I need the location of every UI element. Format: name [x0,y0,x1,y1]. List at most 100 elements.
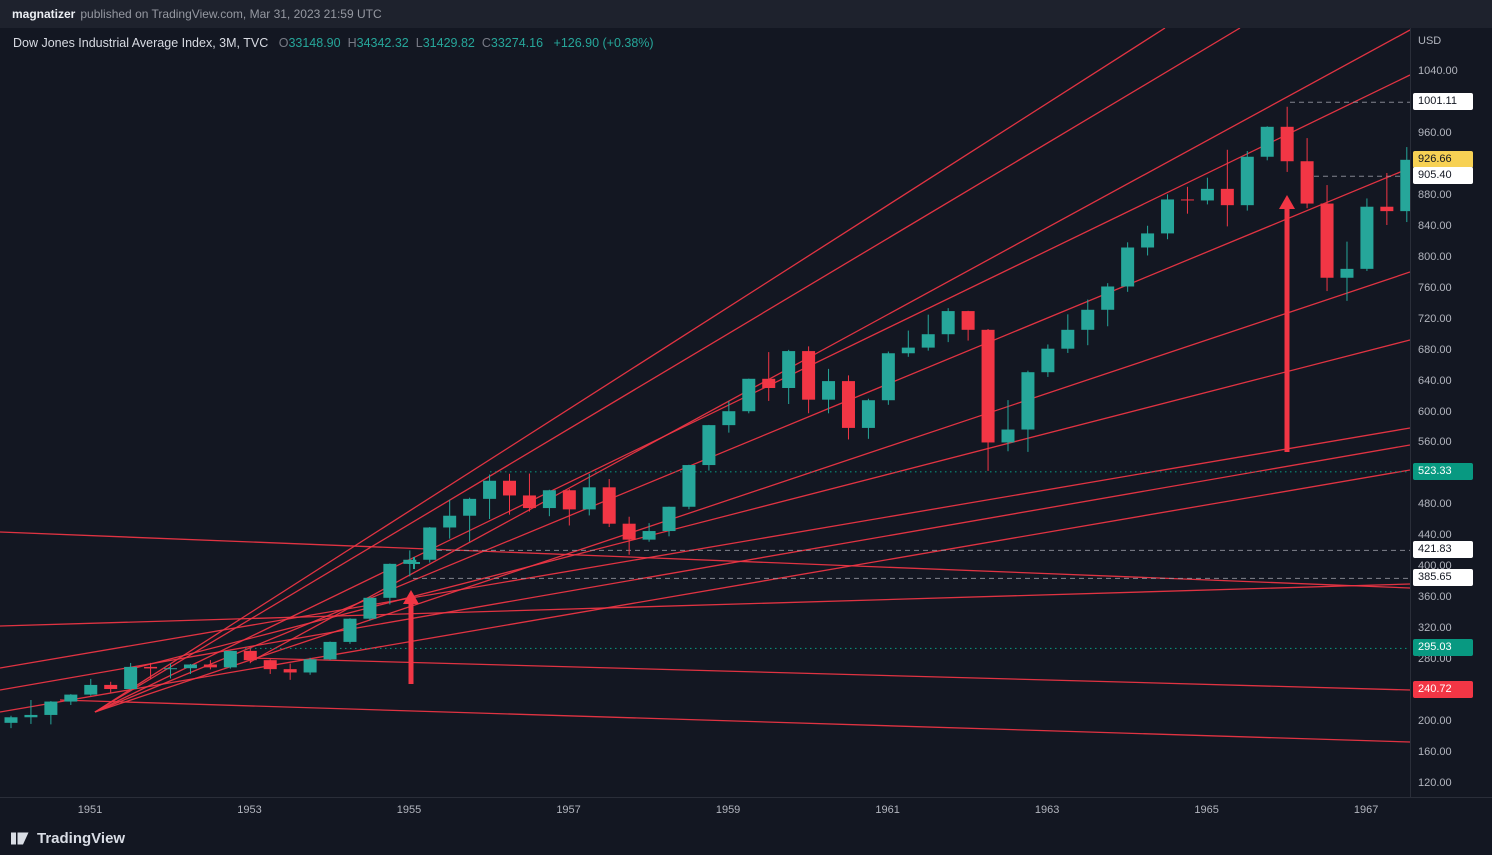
candle-1956-Q1[interactable] [483,480,497,499]
candle-1963-Q1[interactable] [1041,348,1055,373]
candle-1955-Q2[interactable] [423,527,437,560]
candle-1955-Q1[interactable] [403,559,417,564]
brand-name[interactable]: TradingView [37,830,126,847]
price-label-421.83[interactable]: 421.83 [1413,541,1473,559]
candle-1953-Q4[interactable] [303,659,317,673]
candle-1957-Q2[interactable] [582,487,596,510]
candle-1966-Q4[interactable] [1340,268,1354,278]
candle-1954-Q3[interactable] [363,597,377,619]
candle-1954-Q4[interactable] [383,563,397,598]
candle-1950-Q1[interactable] [4,717,18,723]
candle-1964-Q2[interactable] [1141,233,1155,248]
price-label-523.33[interactable]: 523.33 [1413,462,1473,480]
candle-1951-Q2[interactable] [104,684,118,690]
candle-1958-Q1[interactable] [642,531,656,540]
trendline[interactable] [0,469,1410,713]
trendline[interactable] [94,28,1241,713]
candle-1961-Q4[interactable] [941,311,955,335]
candle-1953-Q2[interactable] [263,660,277,670]
candle-1958-Q4[interactable] [702,425,716,466]
candle-1952-Q2[interactable] [183,664,197,669]
candle-1961-Q3[interactable] [921,334,935,348]
candle-1965-Q3[interactable] [1240,156,1254,206]
trendline[interactable] [94,271,1410,713]
candle-1963-Q3[interactable] [1081,309,1095,330]
candle-1959-Q3[interactable] [762,378,776,388]
time-scale[interactable]: 1951 1953 1955 1957 1959 1961 1963 1965 1967 [0,797,1492,823]
candle-1958-Q2[interactable] [662,506,676,532]
trendline[interactable] [249,29,1410,663]
candle-1961-Q1[interactable] [881,353,895,401]
candle-1950-Q2[interactable] [24,714,38,718]
candle-1962-Q3[interactable] [1001,429,1015,443]
trendline[interactable] [249,657,1410,691]
candle-1956-Q3[interactable] [522,495,536,509]
candle-1964-Q1[interactable] [1121,247,1135,287]
price-scale[interactable]: USD 1040.00 960.00 880.00 840.00 800.00 760.0… [1410,28,1492,822]
up-arrow-shaft[interactable] [408,602,414,684]
price-label-926.66[interactable]: 926.66 [1413,150,1473,168]
candle-1955-Q3[interactable] [443,515,457,528]
price-label-295.03[interactable]: 295.03 [1413,639,1473,657]
candle-1952-Q1[interactable] [164,668,178,670]
price-label-905.40[interactable]: 905.40 [1413,167,1473,185]
up-arrow-head[interactable] [403,590,419,604]
candle-1960-Q2[interactable] [822,381,836,400]
candle-1964-Q3[interactable] [1161,199,1175,234]
trendline[interactable] [0,583,1410,627]
up-arrow-head[interactable] [1279,195,1295,209]
candle-1967-Q1[interactable] [1360,206,1374,269]
candle-1957-Q1[interactable] [562,490,576,510]
trendline[interactable] [0,427,1410,669]
candle-1952-Q3[interactable] [203,664,217,668]
trendline[interactable] [94,167,1410,713]
candle-1959-Q1[interactable] [722,411,736,426]
candle-1967-Q2[interactable] [1380,206,1394,212]
candle-1952-Q4[interactable] [223,650,237,668]
trendline[interactable] [94,28,1166,713]
candle-1956-Q4[interactable] [542,490,556,509]
candle-1965-Q2[interactable] [1220,188,1234,206]
candle-1959-Q4[interactable] [782,351,796,388]
candle-1956-Q2[interactable] [503,480,516,496]
candle-1961-Q2[interactable] [901,347,915,354]
candle-1963-Q2[interactable] [1061,329,1075,349]
candle-1955-Q4[interactable] [463,498,477,516]
candle-1962-Q1[interactable] [961,311,975,330]
candle-1953-Q1[interactable] [243,650,257,661]
candle-1963-Q4[interactable] [1101,286,1115,310]
candle-1957-Q3[interactable] [602,487,616,524]
candle-1966-Q1[interactable] [1280,126,1294,162]
candle-1965-Q1[interactable] [1200,188,1214,201]
candle-1958-Q3[interactable] [682,465,696,507]
candle-1964-Q4[interactable] [1180,199,1194,201]
candle-1957-Q4[interactable] [622,523,636,540]
trendline[interactable] [59,699,1410,743]
symbol-title[interactable]: Dow Jones Industrial Average Index, 3M, … [13,36,269,50]
price-label-240.72[interactable]: 240.72 [1413,681,1473,699]
candle-1951-Q1[interactable] [84,684,98,695]
candle-1962-Q2[interactable] [981,329,995,443]
candle-1954-Q2[interactable] [343,618,357,642]
candle-1962-Q4[interactable] [1021,372,1035,430]
price-label-385.65[interactable]: 385.65 [1413,569,1473,587]
candle-1960-Q3[interactable] [841,381,855,428]
candle-1966-Q2[interactable] [1300,161,1314,204]
candle-1960-Q4[interactable] [861,400,875,428]
candle-1951-Q4[interactable] [144,666,158,669]
trendline[interactable] [134,339,1410,669]
candle-1967-Q3[interactable] [1400,159,1410,212]
candle-1950-Q3[interactable] [44,701,58,715]
trendline[interactable] [0,444,1410,691]
candle-1953-Q3[interactable] [283,669,297,673]
candle-1965-Q4[interactable] [1260,126,1274,157]
trendline[interactable] [0,531,1410,589]
price-label-1001.11[interactable]: 1001.11 [1413,93,1473,111]
candle-1966-Q3[interactable] [1320,203,1334,278]
candle-1959-Q2[interactable] [742,378,756,412]
candle-1951-Q3[interactable] [124,666,138,690]
up-arrow-shaft[interactable] [1284,207,1290,452]
candle-1954-Q1[interactable] [323,641,337,660]
chart-canvas[interactable] [0,28,1410,797]
candle-1960-Q1[interactable] [802,351,816,400]
